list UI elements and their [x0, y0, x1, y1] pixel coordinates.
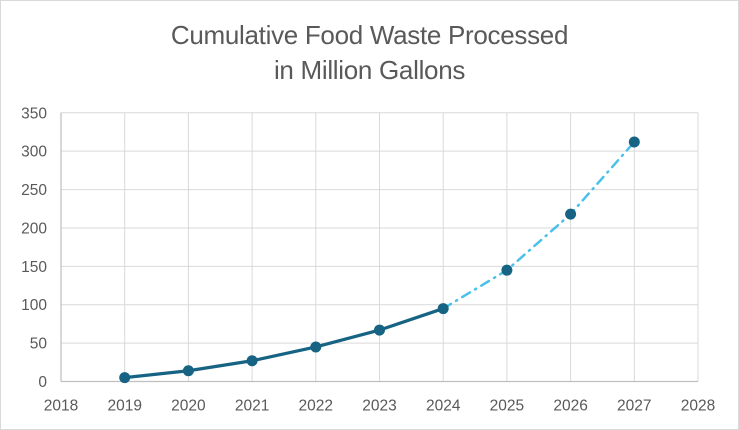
y-axis-tick-label: 50 [30, 336, 48, 353]
data-point-marker [437, 303, 449, 315]
x-axis-tick-label: 2019 [107, 398, 141, 415]
x-axis-tick-label: 2026 [553, 398, 587, 415]
y-axis-tick-label: 0 [38, 374, 47, 391]
data-point-marker [501, 264, 513, 276]
series-line-projected [441, 140, 636, 310]
y-axis-tick-label: 300 [21, 144, 47, 161]
x-axis-tick-label: 2025 [490, 398, 524, 415]
y-axis-tick-label: 250 [21, 182, 47, 199]
series-line-actual [124, 307, 444, 380]
x-axis-tick-label: 2022 [299, 398, 333, 415]
data-point-marker [246, 355, 258, 367]
data-point-marker [628, 136, 640, 148]
x-axis-tick-label: 2027 [617, 398, 651, 415]
data-point-marker [119, 372, 131, 384]
y-axis-tick-label: 150 [21, 259, 47, 276]
x-axis-tick-label: 2020 [171, 398, 206, 415]
y-axis-tick-label: 200 [21, 220, 47, 237]
x-axis-tick-label: 2018 [44, 398, 78, 415]
y-axis-tick-label: 350 [21, 105, 47, 122]
chart-title-line1: Cumulative Food Waste Processed [170, 20, 569, 50]
chart-title-line2: in Million Gallons [273, 55, 466, 85]
data-point-marker [182, 365, 194, 377]
y-axis-tick-label: 100 [21, 297, 47, 314]
x-axis-tick-label: 2021 [235, 398, 269, 415]
data-point-marker [310, 341, 322, 353]
x-axis-tick-label: 2023 [362, 398, 396, 415]
x-axis-tick-label: 2028 [681, 398, 715, 415]
x-axis-tick-label: 2024 [426, 398, 461, 415]
data-point-marker [565, 208, 577, 220]
chart-title: Cumulative Food Waste Processed in Milli… [1, 18, 738, 88]
data-point-marker [374, 324, 385, 336]
